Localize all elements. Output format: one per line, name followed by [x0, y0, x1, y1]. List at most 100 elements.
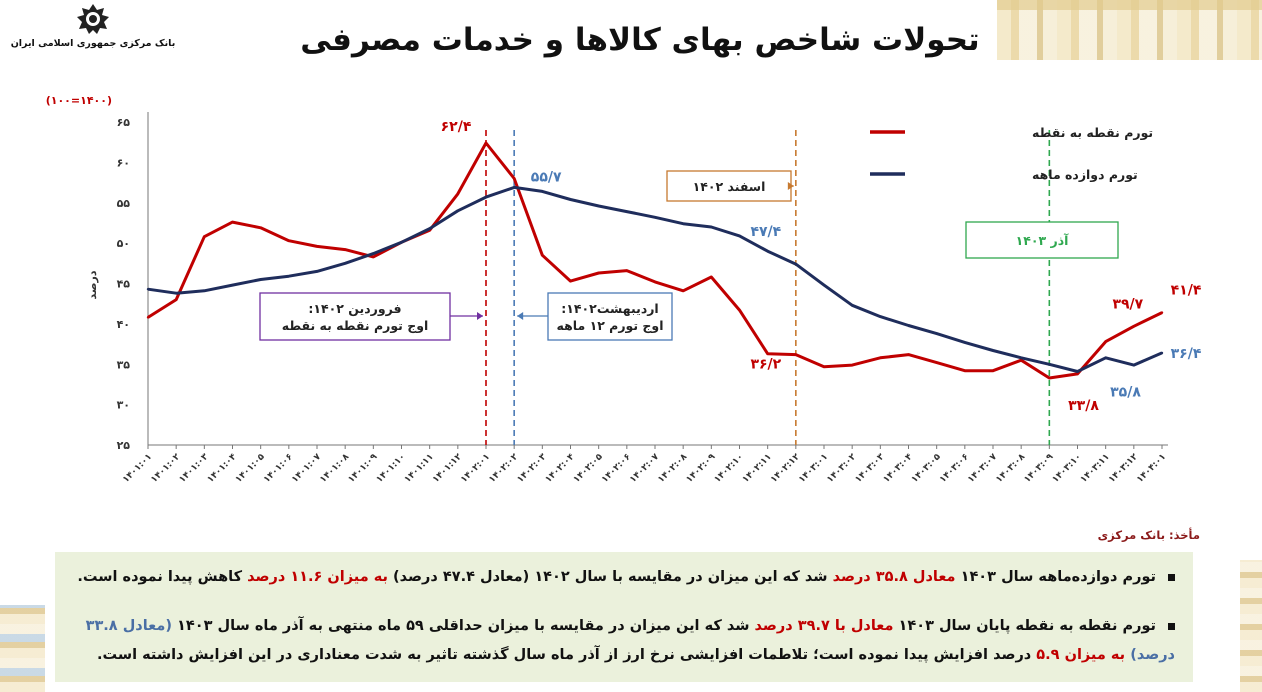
series-1-point	[879, 315, 882, 318]
note2-highlight-c: به میزان ۵.۹	[1036, 647, 1126, 663]
arrow-head-icon	[517, 312, 524, 320]
inflation-chart: ۲۵۳۰۳۵۴۰۴۵۵۰۵۵۶۰۶۵درصد(۱۰۰=۱۴۰۰)۱۴۰۱:۰۱۱…	[46, 94, 1202, 485]
series-1-point	[963, 341, 967, 344]
series-1-point	[203, 289, 206, 292]
y-tick-label: ۶۵	[117, 116, 131, 129]
annotation-box-3	[965, 221, 1119, 259]
x-tick-label: ۱۴۰۱:۰۸	[318, 452, 351, 485]
series-1-point	[315, 270, 319, 273]
series-0-point	[569, 279, 572, 283]
series-1-point	[569, 198, 572, 201]
series-0-point	[625, 269, 629, 272]
series-line-0	[147, 141, 1163, 380]
x-tick-label: ۱۴۰۲:۰۳	[516, 452, 549, 485]
series-1-point	[400, 241, 403, 244]
note1-text-b: شد که این میزان در مقایسه با سال ۱۴۰۲ (م…	[387, 569, 833, 585]
data-label: ۶۲/۴	[441, 119, 472, 135]
series-0-point	[653, 280, 657, 284]
series-0-point	[456, 192, 460, 196]
series-1-point	[287, 275, 291, 278]
series-1-point	[681, 222, 685, 225]
arrow-head-icon	[787, 182, 794, 190]
arrow-head-icon	[477, 312, 483, 320]
x-tick-label: ۱۴۰۱:۰۹	[347, 452, 380, 485]
series-1-point	[653, 216, 657, 219]
x-tick-label: ۱۴۰۲:۰۹	[685, 452, 718, 485]
series-1-point	[907, 324, 910, 327]
note-twelve-month: تورم دوازده‌ماهه سال ۱۴۰۳ معادل ۳۵.۸ درص…	[75, 563, 1175, 592]
x-tick-label: ۱۴۰۲:۰۵	[572, 452, 605, 485]
y-tick-label: ۴۵	[117, 278, 131, 291]
series-0-point	[766, 352, 769, 355]
series-1-point	[1048, 363, 1051, 366]
series-1-point	[1104, 356, 1107, 359]
x-tick-label: ۱۴۰۱:۰۷	[290, 452, 323, 485]
x-tick-label: ۱۴۰۲:۰۱	[459, 452, 492, 485]
series-0-point	[710, 275, 713, 279]
y-tick-label: ۶۰	[117, 156, 130, 169]
note1-text-a: تورم دوازده‌ماهه سال ۱۴۰۳	[955, 569, 1156, 585]
x-tick-label: ۱۴۰۳:۰۷	[966, 452, 999, 485]
source-note: مأخذ: بانک مرکزی	[1097, 528, 1200, 542]
series-1-point	[512, 186, 516, 189]
series-0-point	[315, 245, 319, 248]
y-tick-label: ۳۵	[117, 358, 131, 371]
series-0-point	[681, 289, 685, 292]
x-tick-label: ۱۴۰۳:۱۲	[1107, 452, 1140, 485]
x-tick-label: ۱۴۰۳:۱۰	[1051, 452, 1084, 485]
series-0-point	[879, 356, 882, 359]
note1-highlight-b: به میزان ۱۱.۶ درصد	[247, 569, 388, 585]
series-0-point	[963, 369, 967, 372]
note-point-to-point: تورم نقطه به نقطه پایان سال ۱۴۰۳ معادل ب…	[75, 612, 1175, 670]
decorative-pattern-top	[997, 0, 1262, 60]
series-0-point	[343, 248, 347, 251]
series-1-point	[991, 349, 995, 352]
note2-text-a: تورم نقطه به نقطه پایان سال ۱۴۰۳	[893, 618, 1156, 634]
series-0-point	[203, 235, 206, 238]
decorative-band-top	[997, 0, 1262, 10]
series-0-point	[907, 353, 910, 356]
bank-logo: بانک مرکزی جمهوری اسلامی ایران	[8, 2, 178, 49]
note2-highlight-b: (معادل ۳۳.۸ درصد)	[85, 618, 1175, 663]
x-tick-label: ۱۴۰۳:۰۲	[825, 452, 858, 485]
y-tick-label: ۲۵	[117, 439, 131, 452]
annotation-text-0: اوج تورم نقطه به نقطه	[282, 318, 429, 334]
note2-highlight-a: معادل با ۳۹.۷ درصد	[754, 618, 894, 634]
series-1-point	[1160, 351, 1164, 355]
x-tick-label: ۱۴۰۲:۰۶	[600, 452, 633, 485]
annotation-text-0: فروردین ۱۴۰۲:	[308, 301, 401, 316]
y-tick-label: ۵۵	[117, 197, 131, 210]
series-1-point	[822, 283, 826, 287]
annotation-box-2	[666, 170, 792, 202]
series-0-point	[1160, 311, 1164, 314]
series-1-point	[766, 250, 769, 253]
series-0-point	[1132, 325, 1136, 328]
series-0-point	[174, 298, 178, 301]
series-0-point	[597, 271, 600, 275]
data-label: ۳۶/۲	[750, 357, 781, 373]
series-0-point	[1019, 359, 1023, 362]
series-1-point	[1076, 370, 1079, 373]
series-1-point	[850, 304, 854, 307]
x-tick-label: ۱۴۰۱:۰۱	[121, 452, 154, 485]
x-tick-label: ۱۴۰۲:۱۰	[713, 452, 746, 485]
decorative-pattern-left	[0, 605, 45, 692]
x-tick-label: ۱۴۰۱:۱۲	[431, 452, 464, 485]
y-tick-label: ۵۰	[117, 237, 130, 250]
series-1-point	[710, 225, 713, 229]
series-1-point	[146, 287, 150, 291]
x-tick-label: ۱۴۰۳:۰۹	[1023, 452, 1056, 485]
notes-box: تورم دوازده‌ماهه سال ۱۴۰۳ معادل ۳۵.۸ درص…	[55, 552, 1193, 682]
decorative-pattern-right	[1240, 560, 1262, 692]
series-1-point	[625, 210, 629, 213]
series-0-point	[935, 361, 938, 364]
bullet-icon	[1168, 622, 1175, 630]
series-1-point	[935, 332, 938, 335]
x-tick-label: ۱۴۰۲:۱۲	[769, 452, 802, 485]
series-0-point	[541, 254, 544, 257]
series-0-point	[372, 255, 375, 259]
bank-name: بانک مرکزی جمهوری اسلامی ایران	[10, 38, 176, 49]
bullet-icon	[1168, 573, 1175, 581]
series-1-point	[541, 190, 544, 193]
series-0-point	[1076, 372, 1079, 376]
